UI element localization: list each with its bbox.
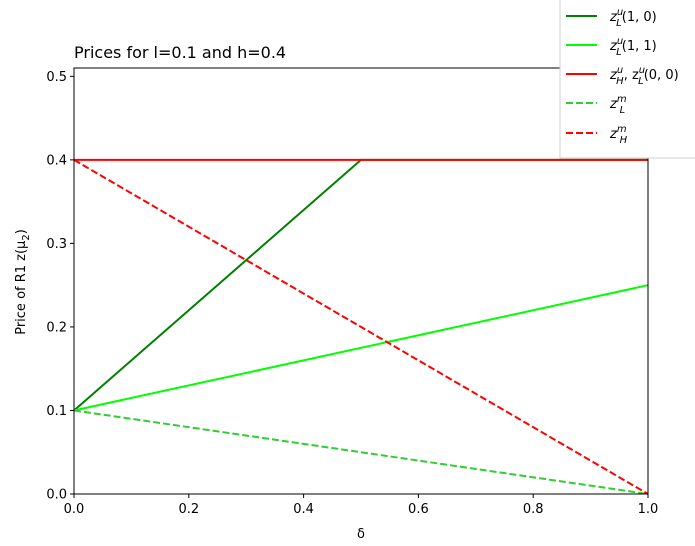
- legend-label-tail: (1, 1): [622, 39, 657, 54]
- legend-label-symbol: z: [609, 39, 618, 54]
- x-axis: 0.0 0.2 0.4 0.6 0.8 1.0: [64, 494, 659, 517]
- x-tick-label: 0.2: [178, 502, 199, 517]
- series-line-5: [73, 159, 649, 495]
- series-layer: [73, 158, 649, 495]
- legend-label-subscript: L: [620, 105, 626, 116]
- legend-label-subscript: L: [616, 47, 622, 58]
- legend-label-symbol: z: [609, 68, 618, 83]
- legend-label: zu H, zu L(0, 0): [609, 65, 679, 87]
- legend-label-tail: , z: [624, 68, 639, 83]
- y-axis: 0.0 0.1 0.2 0.3 0.4 0.5: [46, 70, 74, 503]
- legend-box: [559, 0, 695, 159]
- y-tick-label: 0.1: [46, 404, 67, 419]
- legend: zu L(1, 0)zu L(1, 1)zu H, zu L(0, 0)zm Lzm H: [559, 0, 695, 159]
- legend-label: zu L(1, 1): [609, 36, 657, 58]
- legend-label: zu L(1, 0): [609, 7, 657, 29]
- legend-label-superscript: u: [639, 65, 645, 76]
- y-tick-label: 0.5: [46, 70, 67, 85]
- legend-label-subscript: L: [638, 76, 644, 87]
- legend-label-tail: (1, 0): [622, 10, 657, 25]
- legend-label-symbol: z: [609, 97, 618, 112]
- legend-label-superscript: m: [617, 94, 627, 105]
- legend-label-subscript: H: [620, 135, 628, 146]
- y-axis-label: Price of R1 z(μ2): [14, 229, 32, 335]
- legend-label-superscript: u: [617, 36, 623, 47]
- legend-label-symbol: z: [609, 127, 618, 142]
- axes-frame: [73, 67, 649, 495]
- series-line-4: [73, 409, 649, 495]
- y-tick-label: 0.0: [46, 488, 67, 503]
- legend-label: zm L: [609, 94, 627, 116]
- y-tick-label: 0.2: [46, 320, 67, 335]
- x-tick-label: 0.6: [408, 502, 429, 517]
- legend-label-superscript: u: [617, 65, 623, 76]
- y-tick-label: 0.3: [46, 237, 67, 252]
- legend-label-tail: (0, 0): [644, 68, 679, 83]
- legend-label-subscript: H: [616, 76, 624, 87]
- x-tick-label: 0.4: [293, 502, 314, 517]
- legend-label-symbol: z: [609, 10, 618, 25]
- series-line-1: [73, 158, 648, 412]
- chart-title: Prices for l=0.1 and h=0.4: [74, 43, 286, 62]
- legend-label: zm H: [609, 124, 628, 146]
- series-line-2: [73, 284, 649, 412]
- legend-label-superscript: m: [617, 124, 627, 135]
- x-tick-label: 0.0: [64, 502, 85, 517]
- x-axis-label: δ: [357, 527, 365, 542]
- y-tick-label: 0.4: [46, 153, 67, 168]
- legend-label-superscript: u: [617, 7, 623, 18]
- x-tick-label: 1.0: [638, 502, 659, 517]
- x-tick-label: 0.8: [523, 502, 544, 517]
- legend-label-subscript: L: [616, 18, 622, 29]
